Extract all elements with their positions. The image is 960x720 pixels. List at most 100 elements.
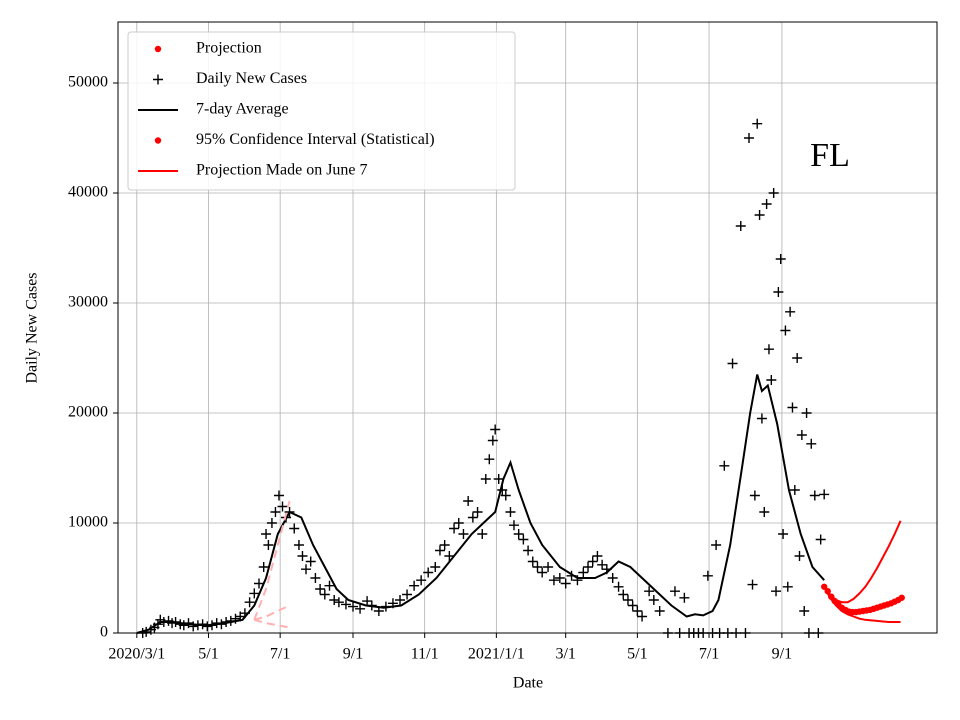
- case-marker: [587, 556, 598, 567]
- case-marker: [637, 611, 648, 622]
- x-tick-label: 2020/3/1: [108, 646, 165, 663]
- case-marker: [324, 580, 335, 591]
- case-marker: [771, 586, 782, 597]
- case-marker: [505, 506, 516, 517]
- case-marker: [430, 561, 441, 572]
- annotation: FL: [810, 137, 850, 174]
- case-marker: [355, 603, 366, 614]
- case-marker: [273, 490, 284, 501]
- legend-label: 95% Confidence Interval (Statistical): [196, 131, 435, 148]
- case-marker: [618, 589, 629, 600]
- case-marker: [632, 606, 643, 616]
- case-marker: [305, 556, 316, 567]
- case-marker: [527, 556, 538, 567]
- case-marker: [794, 550, 805, 561]
- case-marker: [449, 523, 460, 534]
- x-tick-label: 9/1: [343, 646, 363, 663]
- early-projection-line: [254, 604, 290, 621]
- case-marker: [761, 198, 772, 209]
- projection-dot: [898, 594, 905, 601]
- case-marker: [735, 220, 746, 231]
- early-projection-line: [253, 500, 291, 621]
- legend-label: Daily New Cases: [196, 70, 307, 87]
- case-marker: [409, 580, 420, 591]
- case-marker: [297, 550, 308, 561]
- case-marker: [523, 545, 534, 556]
- case-marker: [792, 352, 803, 363]
- case-marker: [188, 621, 199, 632]
- legend-label: Projection: [196, 40, 262, 57]
- case-marker: [458, 528, 469, 539]
- case-marker: [301, 564, 312, 575]
- case-marker: [752, 118, 763, 129]
- y-tick-label: 0: [100, 624, 108, 641]
- case-marker: [333, 597, 344, 608]
- case-marker: [763, 344, 774, 355]
- y-axis-label: Daily New Cases: [24, 272, 41, 383]
- case-marker: [202, 621, 213, 632]
- legend-box: [127, 31, 516, 191]
- legend-label: 7-day Average: [196, 101, 289, 118]
- case-marker: [654, 606, 665, 616]
- case-marker: [789, 484, 800, 495]
- case-marker: [270, 506, 281, 517]
- case-marker: [395, 595, 406, 605]
- case-marker: [815, 534, 826, 545]
- x-tick-label: 11/1: [411, 646, 439, 663]
- case-marker: [340, 599, 351, 610]
- case-marker: [613, 581, 624, 592]
- case-marker: [644, 586, 655, 597]
- case-marker: [310, 573, 321, 583]
- case-marker: [490, 424, 501, 435]
- case-marker: [319, 589, 330, 600]
- case-marker: [743, 132, 754, 143]
- case-marker: [607, 573, 618, 583]
- case-marker: [766, 374, 777, 385]
- case-marker: [809, 490, 820, 501]
- case-marker: [439, 539, 450, 550]
- legend-dot: [154, 45, 162, 53]
- case-marker: [773, 286, 784, 297]
- case-marker: [329, 595, 340, 605]
- case-marker: [249, 588, 260, 599]
- case-marker: [768, 187, 779, 198]
- case-marker: [785, 306, 796, 317]
- case-marker: [434, 545, 445, 556]
- y-tick-label: 30000: [68, 294, 108, 311]
- case-marker: [799, 606, 810, 616]
- x-tick-label: 5/1: [627, 646, 647, 663]
- x-tick-label: 9/1: [772, 646, 792, 663]
- plot-frame: [117, 21, 938, 634]
- y-tick-label: 50000: [68, 74, 108, 91]
- x-tick-label: 2021/1/1: [468, 646, 525, 663]
- case-marker: [254, 578, 265, 589]
- case-marker: [648, 595, 659, 605]
- case-marker: [627, 600, 638, 611]
- case-marker: [277, 501, 288, 512]
- case-marker: [178, 620, 189, 631]
- case-marker: [493, 473, 504, 484]
- case-marker: [727, 358, 738, 369]
- case-marker: [747, 579, 758, 590]
- y-tick-label: 20000: [68, 404, 108, 421]
- case-marker: [548, 575, 559, 586]
- case-marker: [266, 517, 277, 528]
- case-marker: [293, 539, 304, 550]
- case-marker: [484, 454, 495, 465]
- case-marker: [787, 402, 798, 413]
- case-marker: [537, 567, 548, 578]
- legend: Projection Daily New Cases 7-day Average 95…: [127, 31, 516, 191]
- case-marker: [819, 489, 830, 500]
- y-tick-label: 10000: [68, 514, 108, 531]
- case-marker: [261, 528, 272, 539]
- case-marker: [513, 528, 524, 539]
- y-tick-label: 40000: [68, 184, 108, 201]
- case-marker: [543, 561, 554, 572]
- case-marker: [597, 559, 608, 570]
- case-marker: [472, 506, 483, 517]
- case-marker: [775, 253, 786, 264]
- case-marker: [759, 506, 770, 517]
- early-projection-line: [254, 618, 290, 629]
- case-marker: [263, 539, 274, 550]
- case-marker: [669, 586, 680, 597]
